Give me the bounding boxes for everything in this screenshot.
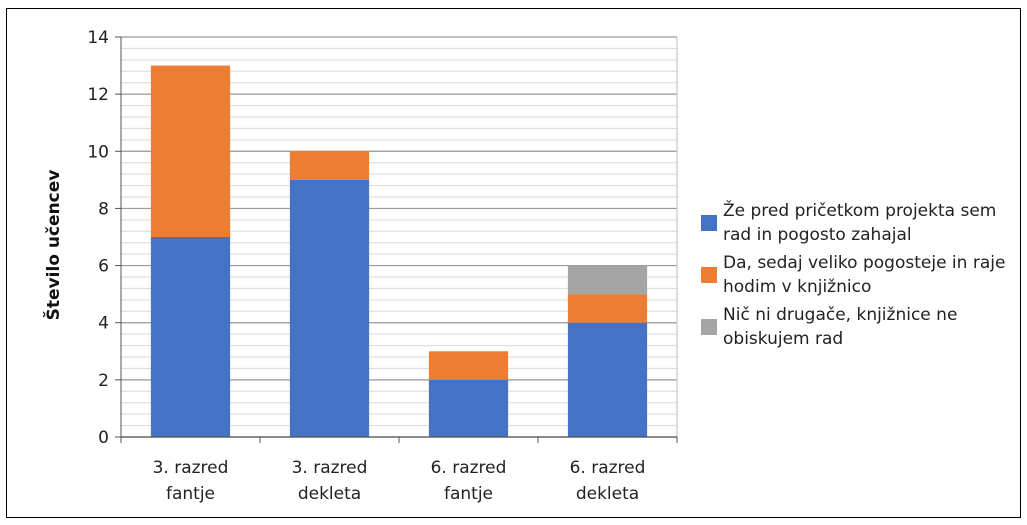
y-tick-label: 0	[98, 428, 109, 448]
bar-segment-2	[289, 151, 370, 180]
y-tick-label: 12	[87, 85, 109, 105]
bar-segment-2	[428, 351, 509, 380]
legend-swatch	[701, 215, 717, 231]
bar-segment-1	[567, 322, 648, 437]
legend-item-2: Da, sedaj veliko pogosteje in raje hodim…	[701, 251, 1027, 299]
x-category-label: 3. razred	[153, 458, 229, 478]
bar-segment-2	[567, 294, 648, 323]
bar-chart: 0 2 4 6 8 10 12 14 3. razred fantje 3. razred dekle…	[42, 28, 678, 504]
chart-frame: 0 2 4 6 8 10 12 14 3. razred fantje 3. razred dekle…	[6, 8, 1021, 518]
legend-item-3: Nič ni drugače, knjižnice ne obiskujem r…	[701, 303, 1027, 351]
axis-layer: 0 2 4 6 8 10 12 14 3. razred fantje 3. razred dekle…	[87, 28, 678, 504]
bar-segment-1	[289, 179, 370, 437]
bar-segment-3	[567, 265, 648, 295]
legend-swatch	[701, 267, 717, 283]
bar-segment-1	[428, 379, 509, 437]
y-tick-label: 6	[98, 257, 109, 277]
x-category-label: fantje	[166, 484, 215, 504]
legend-label: Nič ni drugače, knjižnice ne obiskujem r…	[723, 305, 958, 349]
x-category-label: dekleta	[298, 484, 361, 504]
y-tick-label: 10	[87, 142, 109, 162]
x-category-label: 6. razred	[431, 458, 507, 478]
legend-label: Že pred pričetkom projekta sem rad in po…	[723, 201, 997, 245]
x-category-label: dekleta	[576, 484, 639, 504]
bar-layer	[150, 65, 648, 437]
y-tick-label: 2	[98, 371, 109, 391]
y-axis-title: Število učencev	[42, 170, 64, 321]
legend-swatch	[701, 319, 717, 335]
y-tick-label: 14	[87, 28, 109, 48]
x-category-label: fantje	[444, 484, 493, 504]
x-category-label: 6. razred	[570, 458, 646, 478]
bar-segment-2	[150, 65, 231, 237]
y-tick-label: 8	[98, 199, 109, 219]
x-category-label: 3. razred	[292, 458, 368, 478]
bar-segment-1	[150, 237, 231, 437]
legend: Že pred pričetkom projekta sem rad in po…	[701, 199, 1027, 355]
legend-label: Da, sedaj veliko pogosteje in raje hodim…	[723, 253, 1006, 297]
y-tick-label: 4	[98, 314, 109, 334]
legend-item-1: Že pred pričetkom projekta sem rad in po…	[701, 199, 1027, 247]
